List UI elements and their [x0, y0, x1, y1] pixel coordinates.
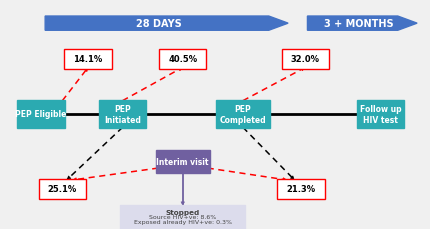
Text: 21.3%: 21.3%: [286, 184, 316, 194]
Text: 25.1%: 25.1%: [48, 184, 77, 194]
FancyBboxPatch shape: [159, 50, 206, 69]
Text: PEP
Initiated: PEP Initiated: [104, 105, 141, 124]
FancyBboxPatch shape: [277, 179, 325, 199]
FancyBboxPatch shape: [99, 100, 146, 129]
FancyBboxPatch shape: [357, 100, 404, 129]
FancyBboxPatch shape: [17, 100, 64, 129]
FancyBboxPatch shape: [282, 50, 329, 69]
Text: PEP Eligible: PEP Eligible: [15, 110, 67, 119]
Text: Stopped: Stopped: [166, 209, 200, 215]
Text: 3 + MONTHS: 3 + MONTHS: [324, 19, 394, 29]
Text: 32.0%: 32.0%: [291, 55, 320, 64]
Text: PEP
Completed: PEP Completed: [220, 105, 266, 124]
Text: Follow up
HIV test: Follow up HIV test: [360, 105, 401, 124]
Text: Exposed already HIV+ve: 0.3%: Exposed already HIV+ve: 0.3%: [134, 219, 232, 224]
Text: 28 DAYS: 28 DAYS: [136, 19, 182, 29]
FancyBboxPatch shape: [64, 50, 112, 69]
Text: 40.5%: 40.5%: [168, 55, 197, 64]
FancyBboxPatch shape: [216, 100, 270, 129]
FancyArrow shape: [45, 17, 288, 31]
FancyArrow shape: [307, 17, 417, 31]
FancyBboxPatch shape: [120, 205, 245, 229]
Text: Interim visit: Interim visit: [157, 157, 209, 166]
Text: 14.1%: 14.1%: [74, 55, 103, 64]
Text: Source HIV+ve: 8.6%: Source HIV+ve: 8.6%: [149, 214, 216, 219]
FancyBboxPatch shape: [156, 150, 210, 173]
FancyBboxPatch shape: [39, 179, 86, 199]
